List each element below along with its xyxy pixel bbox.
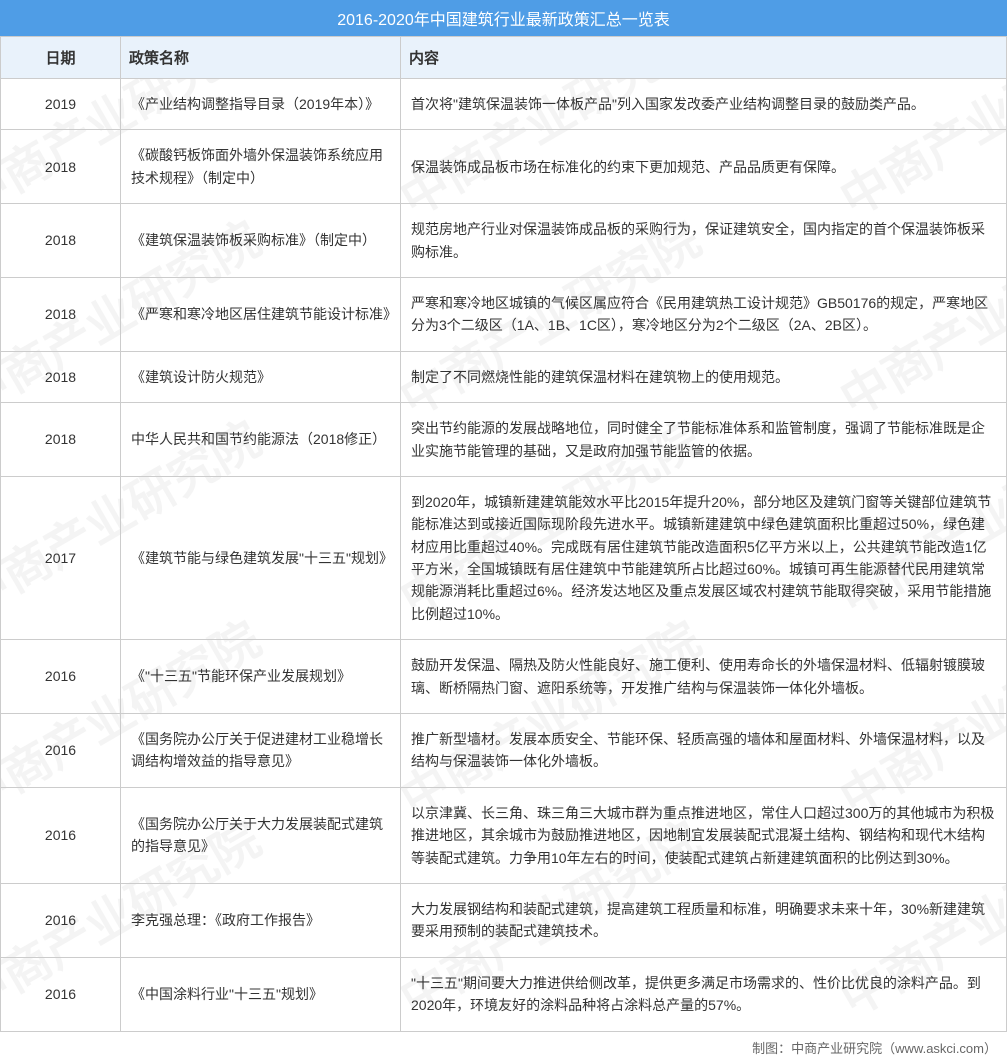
- table-row: 2018《建筑设计防火规范》制定了不同燃烧性能的建筑保温材料在建筑物上的使用规范…: [1, 351, 1007, 402]
- col-header-date: 日期: [1, 37, 121, 79]
- cell-name: 《产业结构调整指导目录（2019年本）》: [121, 79, 401, 130]
- cell-content: 制定了不同燃烧性能的建筑保温材料在建筑物上的使用规范。: [401, 351, 1007, 402]
- cell-date: 2019: [1, 79, 121, 130]
- cell-date: 2018: [1, 403, 121, 477]
- table-row: 2018《建筑保温装饰板采购标准》（制定中）规范房地产行业对保温装饰成品板的采购…: [1, 204, 1007, 278]
- cell-content: 保温装饰成品板市场在标准化的约束下更加规范、产品品质更有保障。: [401, 130, 1007, 204]
- cell-name: 李克强总理：《政府工作报告》: [121, 883, 401, 957]
- cell-date: 2016: [1, 883, 121, 957]
- cell-content: 严寒和寒冷地区城镇的气候区属应符合《民用建筑热工设计规范》GB50176的规定，…: [401, 277, 1007, 351]
- table-row: 2018《严寒和寒冷地区居住建筑节能设计标准》严寒和寒冷地区城镇的气候区属应符合…: [1, 277, 1007, 351]
- cell-content: 规范房地产行业对保温装饰成品板的采购行为，保证建筑安全，国内指定的首个保温装饰板…: [401, 204, 1007, 278]
- table-row: 2017《建筑节能与绿色建筑发展"十三五"规划》到2020年，城镇新建建筑能效水…: [1, 476, 1007, 639]
- cell-name: 《建筑保温装饰板采购标准》（制定中）: [121, 204, 401, 278]
- col-header-name: 政策名称: [121, 37, 401, 79]
- cell-name: 《建筑节能与绿色建筑发展"十三五"规划》: [121, 476, 401, 639]
- cell-name: 《国务院办公厅关于大力发展装配式建筑的指导意见》: [121, 787, 401, 883]
- col-header-content: 内容: [401, 37, 1007, 79]
- table-row: 2016《中国涂料行业"十三五"规划》"十三五"期间要大力推进供给侧改革，提供更…: [1, 957, 1007, 1031]
- cell-date: 2018: [1, 130, 121, 204]
- cell-name: 《中国涂料行业"十三五"规划》: [121, 957, 401, 1031]
- cell-content: 以京津冀、长三角、珠三角三大城市群为重点推进地区，常住人口超过300万的其他城市…: [401, 787, 1007, 883]
- cell-date: 2016: [1, 714, 121, 788]
- table-row: 2016《"十三五"节能环保产业发展规划》鼓励开发保温、隔热及防火性能良好、施工…: [1, 640, 1007, 714]
- cell-date: 2016: [1, 957, 121, 1031]
- table-row: 2016《国务院办公厅关于大力发展装配式建筑的指导意见》以京津冀、长三角、珠三角…: [1, 787, 1007, 883]
- cell-content: 突出节约能源的发展战略地位，同时健全了节能标准体系和监管制度，强调了节能标准既是…: [401, 403, 1007, 477]
- cell-name: 《严寒和寒冷地区居住建筑节能设计标准》: [121, 277, 401, 351]
- table-row: 2018《碳酸钙板饰面外墙外保温装饰系统应用技术规程》（制定中）保温装饰成品板市…: [1, 130, 1007, 204]
- cell-date: 2018: [1, 204, 121, 278]
- table-body: 2019《产业结构调整指导目录（2019年本）》首次将"建筑保温装饰一体板产品"…: [1, 79, 1007, 1032]
- footer-credit: 制图：中商产业研究院（www.askci.com）: [0, 1032, 1007, 1061]
- cell-date: 2018: [1, 351, 121, 402]
- cell-content: 首次将"建筑保温装饰一体板产品"列入国家发改委产业结构调整目录的鼓励类产品。: [401, 79, 1007, 130]
- policy-table: 日期 政策名称 内容 2019《产业结构调整指导目录（2019年本）》首次将"建…: [0, 36, 1007, 1032]
- cell-name: 《建筑设计防火规范》: [121, 351, 401, 402]
- table-row: 2018中华人民共和国节约能源法（2018修正）突出节约能源的发展战略地位，同时…: [1, 403, 1007, 477]
- cell-name: 中华人民共和国节约能源法（2018修正）: [121, 403, 401, 477]
- table-row: 2019《产业结构调整指导目录（2019年本）》首次将"建筑保温装饰一体板产品"…: [1, 79, 1007, 130]
- table-row: 2016《国务院办公厅关于促进建材工业稳增长调结构增效益的指导意见》推广新型墙材…: [1, 714, 1007, 788]
- cell-date: 2018: [1, 277, 121, 351]
- cell-content: 推广新型墙材。发展本质安全、节能环保、轻质高强的墙体和屋面材料、外墙保温材料，以…: [401, 714, 1007, 788]
- cell-name: 《碳酸钙板饰面外墙外保温装饰系统应用技术规程》（制定中）: [121, 130, 401, 204]
- cell-content: 大力发展钢结构和装配式建筑，提高建筑工程质量和标准，明确要求未来十年，30%新建…: [401, 883, 1007, 957]
- cell-date: 2017: [1, 476, 121, 639]
- table-row: 2016李克强总理：《政府工作报告》大力发展钢结构和装配式建筑，提高建筑工程质量…: [1, 883, 1007, 957]
- cell-name: 《"十三五"节能环保产业发展规划》: [121, 640, 401, 714]
- page-title: 2016-2020年中国建筑行业最新政策汇总一览表: [0, 0, 1007, 36]
- cell-content: "十三五"期间要大力推进供给侧改革，提供更多满足市场需求的、性价比优良的涂料产品…: [401, 957, 1007, 1031]
- cell-date: 2016: [1, 787, 121, 883]
- table-header: 日期 政策名称 内容: [1, 37, 1007, 79]
- cell-date: 2016: [1, 640, 121, 714]
- cell-name: 《国务院办公厅关于促进建材工业稳增长调结构增效益的指导意见》: [121, 714, 401, 788]
- cell-content: 到2020年，城镇新建建筑能效水平比2015年提升20%，部分地区及建筑门窗等关…: [401, 476, 1007, 639]
- page-container: 中商产业研究院中商产业研究院中商产业研究院中商产业研究院中商产业研究院中商产业研…: [0, 0, 1007, 1061]
- cell-content: 鼓励开发保温、隔热及防火性能良好、施工便利、使用寿命长的外墙保温材料、低辐射镀膜…: [401, 640, 1007, 714]
